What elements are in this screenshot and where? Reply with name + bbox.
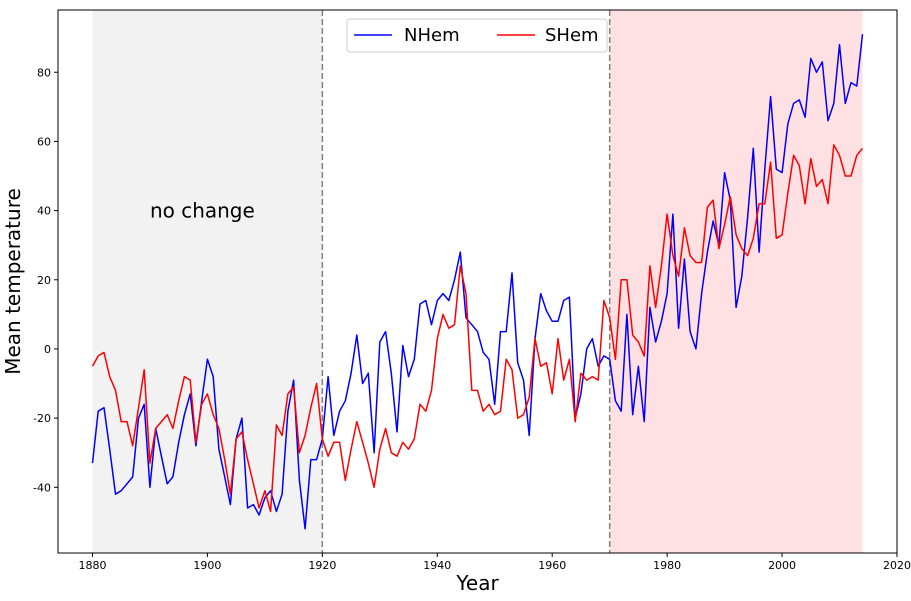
legend-box bbox=[346, 18, 608, 53]
legend-label-shem: SHem bbox=[545, 25, 599, 46]
shaded-region-0 bbox=[92, 10, 323, 553]
dashed-reference-lines bbox=[321, 10, 611, 553]
x-axis-ticks: 1880 1900 1920 1940 1960 1980 2000 2020 bbox=[78, 553, 911, 572]
plot-frame bbox=[57, 9, 898, 554]
series-line-shem bbox=[91, 144, 864, 513]
legend: NHem SHem bbox=[346, 18, 608, 53]
x-tick-label-2020: 2020 bbox=[883, 559, 911, 572]
x-tick-label-1940: 1940 bbox=[423, 559, 451, 572]
y-tick-label-40: 40 bbox=[37, 205, 51, 218]
x-tick-label-1960: 1960 bbox=[538, 559, 566, 572]
shaded-regions bbox=[92, 10, 863, 553]
x-tick-label-1980: 1980 bbox=[653, 559, 681, 572]
y-axis-ticks: -40 -20 0 20 40 60 80 bbox=[33, 66, 58, 494]
x-tick-label-1900: 1900 bbox=[193, 559, 221, 572]
legend-label-nhem: NHem bbox=[404, 25, 460, 46]
y-tick-label--40: -40 bbox=[33, 481, 51, 494]
y-tick-label-20: 20 bbox=[37, 274, 51, 287]
y-axis-title: Mean temperature bbox=[1, 188, 25, 375]
x-tick-label-1880: 1880 bbox=[78, 559, 106, 572]
x-axis-title: Year bbox=[455, 571, 499, 595]
y-tick-label-80: 80 bbox=[37, 66, 51, 79]
series-lines bbox=[91, 34, 864, 530]
series-line-nhem bbox=[91, 34, 864, 530]
y-tick-label--20: -20 bbox=[33, 412, 51, 425]
y-tick-label-0: 0 bbox=[44, 343, 51, 356]
annotation-no-change: no change bbox=[150, 199, 255, 223]
x-tick-label-1920: 1920 bbox=[308, 559, 336, 572]
x-tick-label-2000: 2000 bbox=[768, 559, 796, 572]
y-tick-label-60: 60 bbox=[37, 135, 51, 148]
